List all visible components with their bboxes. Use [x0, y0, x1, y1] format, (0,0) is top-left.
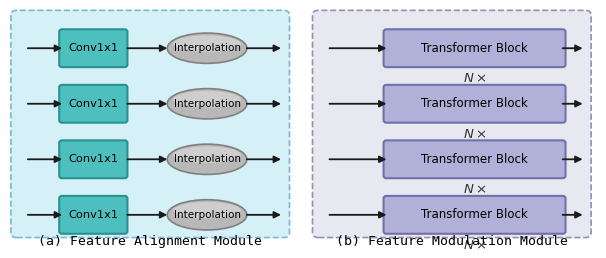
Text: Transformer Block: Transformer Block [421, 208, 528, 221]
Text: (a) Feature Alignment Module: (a) Feature Alignment Module [38, 235, 262, 248]
Ellipse shape [167, 33, 247, 63]
Ellipse shape [173, 202, 241, 219]
Text: Conv1x1: Conv1x1 [68, 154, 118, 164]
Text: Interpolation: Interpolation [173, 43, 241, 53]
FancyBboxPatch shape [384, 140, 565, 178]
Text: Interpolation: Interpolation [173, 210, 241, 220]
Text: $N\times$: $N\times$ [462, 127, 487, 141]
Text: Transformer Block: Transformer Block [421, 42, 528, 55]
FancyBboxPatch shape [384, 85, 565, 123]
Text: (b) Feature Modulation Module: (b) Feature Modulation Module [336, 235, 568, 248]
FancyBboxPatch shape [384, 196, 565, 234]
Text: Transformer Block: Transformer Block [421, 153, 528, 166]
Text: Interpolation: Interpolation [173, 99, 241, 109]
Text: Conv1x1: Conv1x1 [68, 99, 118, 109]
FancyBboxPatch shape [59, 29, 127, 67]
FancyBboxPatch shape [313, 10, 591, 238]
Ellipse shape [173, 35, 241, 52]
Ellipse shape [167, 200, 247, 230]
Text: Transformer Block: Transformer Block [421, 97, 528, 110]
Text: $N\times$: $N\times$ [462, 239, 487, 252]
Text: $N\times$: $N\times$ [462, 183, 487, 196]
Text: Conv1x1: Conv1x1 [68, 210, 118, 220]
Text: Interpolation: Interpolation [173, 154, 241, 164]
FancyBboxPatch shape [384, 29, 565, 67]
FancyBboxPatch shape [59, 196, 127, 234]
Text: $N\times$: $N\times$ [462, 72, 487, 85]
FancyBboxPatch shape [11, 10, 290, 238]
Ellipse shape [167, 144, 247, 174]
Ellipse shape [173, 147, 241, 163]
FancyBboxPatch shape [59, 85, 127, 123]
Ellipse shape [167, 88, 247, 119]
FancyBboxPatch shape [59, 140, 127, 178]
Ellipse shape [173, 91, 241, 108]
Text: Conv1x1: Conv1x1 [68, 43, 118, 53]
